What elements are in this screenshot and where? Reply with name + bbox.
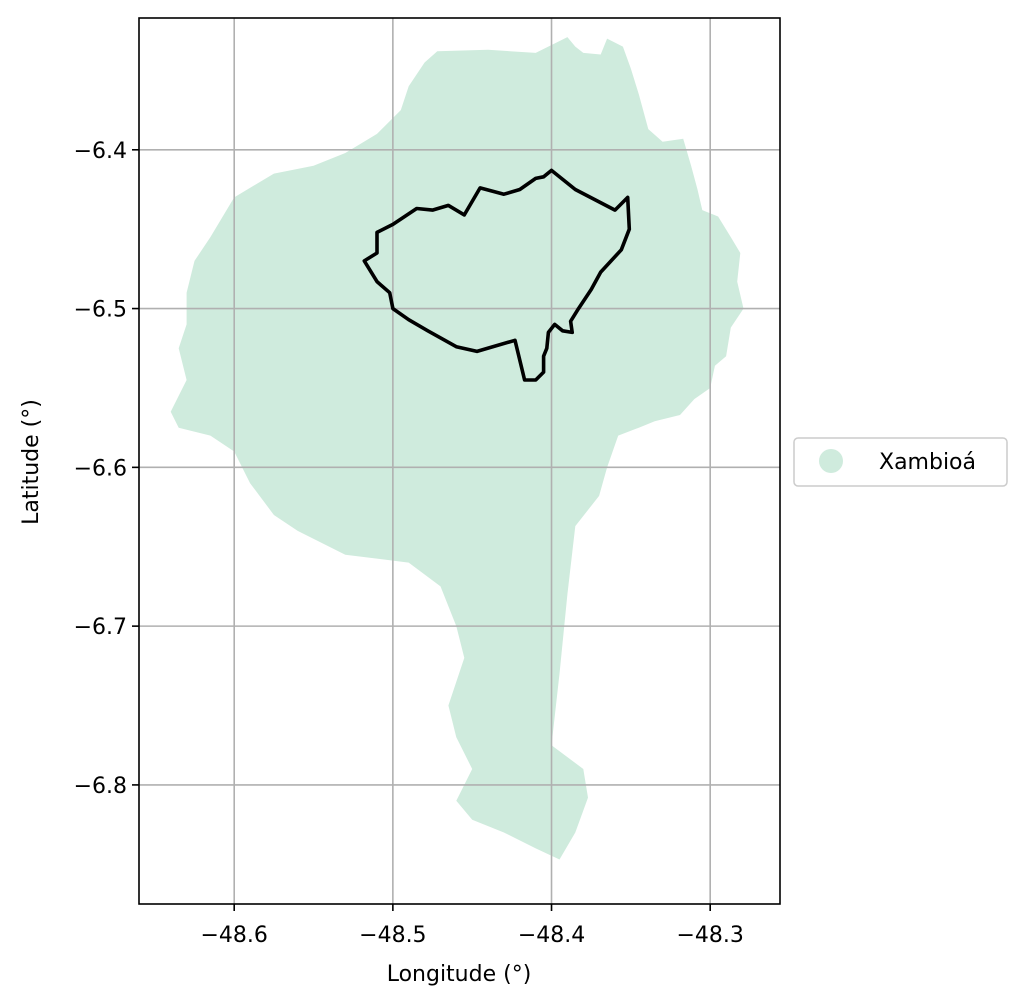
y-tick-label: −6.5: [74, 298, 127, 323]
outline-urban-area: [362, 168, 632, 382]
region-xambio-: [170, 37, 744, 860]
legend-marker-xambioa: [819, 449, 843, 473]
y-tick-label: −6.8: [74, 774, 127, 799]
y-axis-ticks: −6.4 −6.5 −6.6 −6.7 −6.8: [74, 139, 139, 799]
y-tick-label: −6.7: [74, 615, 127, 640]
x-axis-ticks: −48.6 −48.5 −48.4 −48.3: [200, 904, 744, 948]
gridlines: [139, 18, 780, 904]
plot-frame: [138, 17, 781, 905]
y-tick-label: −6.4: [74, 139, 127, 164]
y-axis-label: Latitude (°): [19, 399, 44, 525]
y-tick-label: −6.6: [74, 456, 127, 481]
legend-label-xambioa: Xambioá: [879, 450, 976, 475]
x-tick-label: −48.4: [518, 923, 585, 948]
x-tick-label: −48.6: [200, 923, 267, 948]
x-axis-label: Longitude (°): [387, 962, 532, 987]
plot-area: [138, 17, 781, 905]
legend-box: [793, 437, 1008, 487]
regions-layer: [170, 37, 744, 860]
x-tick-label: −48.5: [359, 923, 426, 948]
outline-layer: [362, 168, 632, 382]
legend: Xambioá: [793, 437, 1008, 487]
x-tick-label: −48.3: [676, 923, 743, 948]
